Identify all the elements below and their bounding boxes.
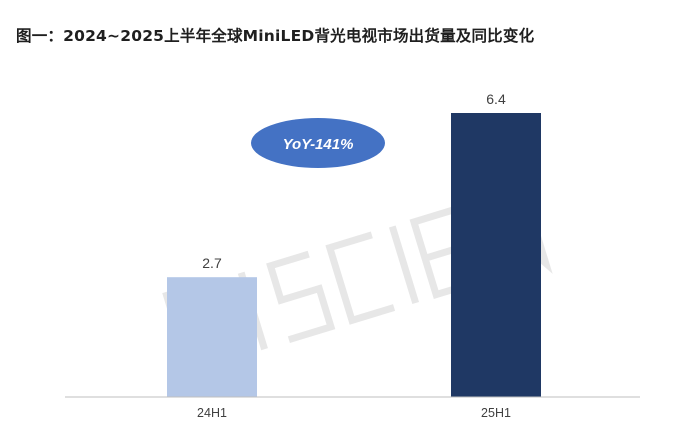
bars-layer: 2.7 6.4 — [167, 91, 541, 397]
yoy-label: YoY-141% — [283, 136, 354, 153]
bar-25h1 — [451, 113, 541, 397]
yoy-ellipse — [251, 118, 385, 168]
x-tick-label: 24H1 — [197, 406, 227, 420]
bar-24h1 — [167, 277, 257, 397]
bar-value-label: 2.7 — [202, 255, 222, 271]
x-axis-ticks: 24H1 25H1 — [197, 406, 511, 420]
bar-value-label: 6.4 — [486, 91, 506, 107]
yoy-annotation: YoY-141% — [251, 118, 385, 168]
chart-title: 图一：2024~2025上半年全球MiniLED背光电视市场出货量及同比变化 — [16, 27, 535, 45]
x-tick-label: 25H1 — [481, 406, 511, 420]
